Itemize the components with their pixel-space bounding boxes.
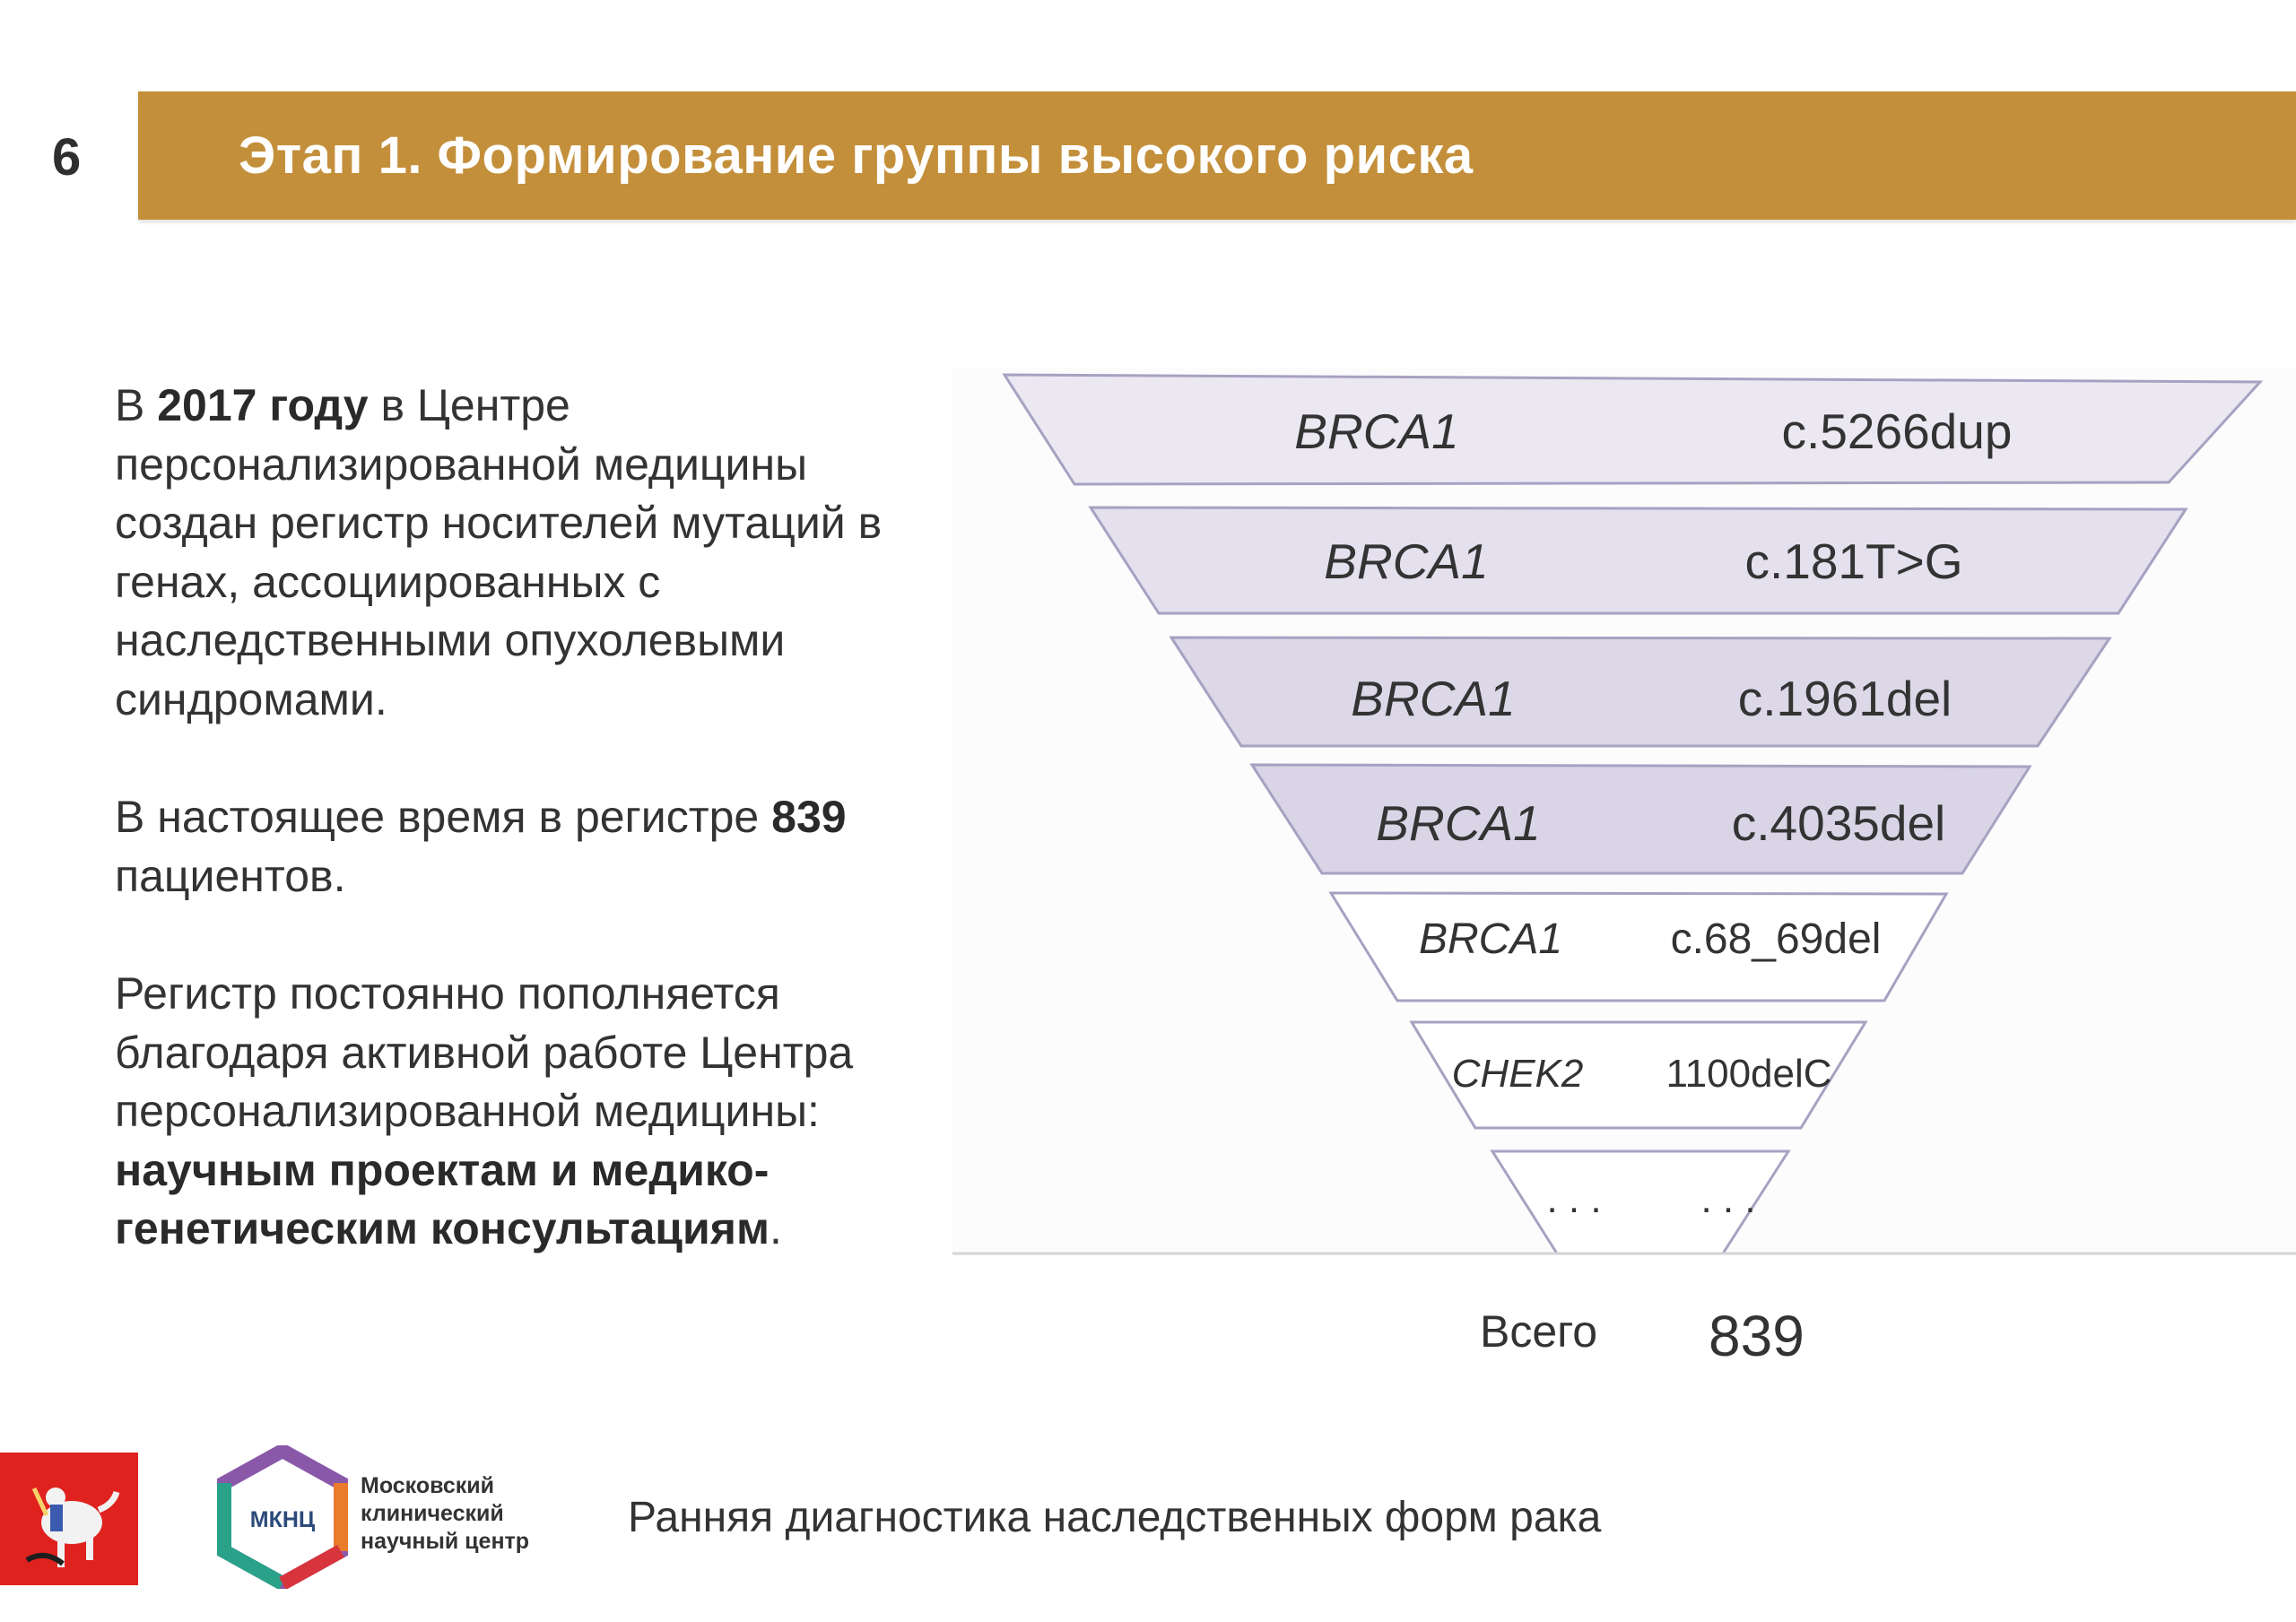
funnel-gene-label: CHEK2: [1452, 1052, 1584, 1096]
footer-caption: Ранняя диагностика наследственных форм р…: [628, 1494, 1602, 1541]
slide-number: 6: [52, 128, 82, 186]
mknc-logo: МКНЦ: [215, 1442, 350, 1593]
funnel-tier: [1088, 506, 2188, 615]
mknc-abbr: МКНЦ: [250, 1507, 316, 1532]
paragraph-patient-count: В настоящее время в регистре 839 пациент…: [115, 792, 847, 901]
funnel-gene-label: BRCA1: [1324, 533, 1488, 589]
mknc-hexagon-icon: МКНЦ: [217, 1442, 348, 1592]
funnel-gene-label: BRCA1: [1376, 795, 1540, 851]
paragraph-registry-created: В 2017 году в Центре персонализированной…: [115, 380, 883, 724]
funnel-gene-label: BRCA1: [1419, 915, 1562, 963]
funnel-variant-label: c.1961del: [1738, 671, 1952, 726]
funnel-tier: [1328, 891, 1949, 1002]
funnel-variant-label: c.181T>G: [1744, 533, 1962, 589]
st-george-icon: [0, 1453, 138, 1585]
funnel-variant-label: 1100delC: [1665, 1052, 1831, 1096]
funnel-gene-label: BRCA1: [1294, 403, 1458, 459]
funnel-gene-label: . . .: [1546, 1177, 1601, 1221]
funnel-tier: [1249, 763, 2032, 875]
mknc-org-name: Московский клинический научный центр: [361, 1473, 530, 1554]
total-value: 839: [1709, 1304, 1805, 1368]
funnel-variant-label: c.5266dup: [1782, 403, 2013, 459]
funnel-variant-label: . . .: [1700, 1177, 1755, 1221]
body-text: В 2017 году в Центре персонализированной…: [115, 377, 958, 1259]
funnel-tier: [1002, 373, 2264, 486]
funnel-tier: [1169, 636, 2112, 748]
title-bar: Этап 1. Формирование группы высокого рис…: [138, 91, 2296, 220]
paragraph-registry-growth: Регистр постоянно пополняется благодаря …: [115, 967, 854, 1254]
funnel-tier: [1409, 1020, 1868, 1130]
funnel-gene-label: BRCA1: [1351, 671, 1515, 726]
slide-title: Этап 1. Формирование группы высокого рис…: [239, 126, 1474, 185]
total-label: Всего: [1480, 1306, 1597, 1357]
funnel-variant-label: c.68_69del: [1671, 915, 1882, 963]
moscow-coat-of-arms-logo: [0, 1453, 138, 1585]
funnel-variant-label: c.4035del: [1732, 795, 1946, 851]
